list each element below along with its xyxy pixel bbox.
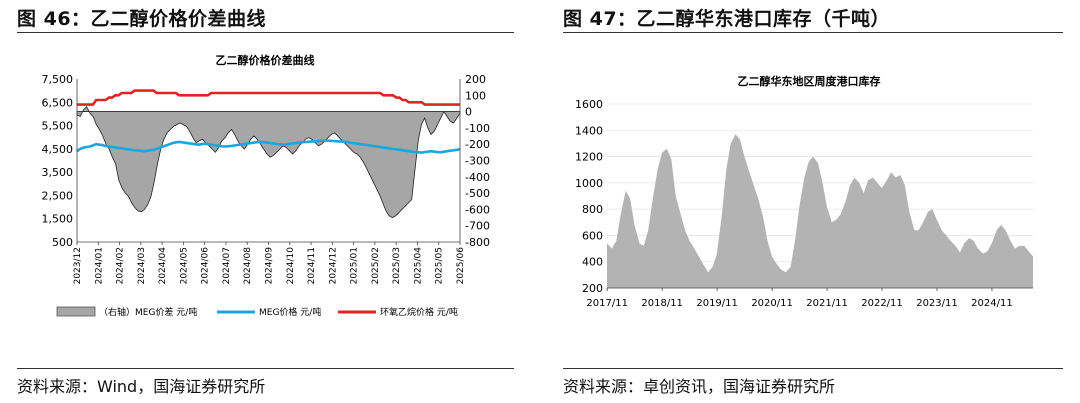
x-tick-label: 2022/11 xyxy=(861,298,903,309)
x-tick-label: 2019/11 xyxy=(696,298,738,309)
chart-2-title: 乙二醇华东地区周度港口库存 xyxy=(738,74,881,88)
source-rule-left xyxy=(17,368,514,369)
x-tick-label: 2024/09 xyxy=(265,247,275,285)
inventory-area-series xyxy=(607,134,1033,288)
x-tick-label: 2023/12 xyxy=(73,247,83,284)
x-tick-label: 2024/06 xyxy=(201,247,211,285)
x-tick-label: 2021/11 xyxy=(806,298,848,309)
y-left-tick-label: 4,500 xyxy=(42,143,74,156)
y-tick-label: 1200 xyxy=(575,151,603,164)
y-tick-label: 400 xyxy=(582,256,603,269)
x-tick-label: 2024/08 xyxy=(243,247,253,285)
x-tick-label: 2025/06 xyxy=(456,247,466,285)
legend-spread-label: （右轴）MEG价差 元/吨 xyxy=(99,306,197,318)
x-tick-label: 2024/02 xyxy=(116,247,126,284)
y-tick-label: 1400 xyxy=(575,124,603,137)
y-right-tick-label: 0 xyxy=(465,106,472,119)
eo-price-line xyxy=(77,89,460,106)
x-tick-label: 2023/11 xyxy=(916,298,958,309)
y-tick-label: 800 xyxy=(582,203,603,216)
meg-price-spread-chart: 乙二醇价格价差曲线 7,500 6,500 5,500 4,500 3,500 2,500… xyxy=(42,53,490,318)
x-tick-label: 2024/04 xyxy=(158,247,168,285)
y-left-tick-label: 5,500 xyxy=(42,120,74,133)
title-rule-left xyxy=(17,32,514,33)
y-left-tick-label: 1,500 xyxy=(42,213,74,226)
x-tick-label: 2025/02 xyxy=(371,247,381,284)
legend-eo-label: 环氧乙烷价格 元/吨 xyxy=(380,306,458,318)
y-right-tick-label: -200 xyxy=(465,138,490,151)
meg-price-line xyxy=(76,139,461,154)
x-tick-label: 2024/11 xyxy=(307,247,317,284)
x-tick-label: 2024/05 xyxy=(179,247,189,284)
y-left-tick-label: 500 xyxy=(52,236,73,249)
y-tick-label: 1600 xyxy=(575,98,603,111)
x-tick-label: 2017/11 xyxy=(586,298,628,309)
x-tick-label: 2025/01 xyxy=(350,247,360,284)
chart-1-title: 乙二醇价格价差曲线 xyxy=(216,53,315,67)
y-right-tick-label: -400 xyxy=(465,171,490,184)
x-tick-label: 2025/03 xyxy=(392,247,402,284)
x-tick-label: 2024/11 xyxy=(971,298,1013,309)
y-left-tick-label: 3,500 xyxy=(42,166,74,179)
source-rule-right xyxy=(563,368,1063,369)
y-left-tick-label: 6,500 xyxy=(42,96,74,109)
y-tick-label: 1000 xyxy=(575,177,603,190)
figure-47-title: 图 47：乙二醇华东港口库存（千吨） xyxy=(563,8,891,30)
y-right-tick-label: -300 xyxy=(465,155,490,168)
y-right-tick-label: -100 xyxy=(465,122,490,135)
y-left-tick-label: 2,500 xyxy=(42,189,74,202)
x-tick-label: 2025/04 xyxy=(413,247,423,285)
figure-47-source: 资料来源：卓创资讯，国海证券研究所 xyxy=(563,377,836,396)
y-right-tick-label: -700 xyxy=(465,220,490,233)
y-right-tick-label: -600 xyxy=(465,203,490,216)
y-tick-label: 200 xyxy=(582,282,603,295)
spread-area-series xyxy=(76,106,461,219)
x-tick-label: 2024/01 xyxy=(94,247,104,284)
y-right-tick-label: -800 xyxy=(465,236,490,249)
y-right-tick-label: 200 xyxy=(465,73,486,86)
chart-1-legend: （右轴）MEG价差 元/吨 MEG价格 元/吨 环氧乙烷价格 元/吨 xyxy=(56,306,458,318)
y-left-tick-label: 7,500 xyxy=(42,73,74,86)
meg-port-inventory-chart: 乙二醇华东地区周度港口库存 1600 1400 1200 1000 800 600 400 2… xyxy=(575,74,1033,309)
figure-46-title: 图 46：乙二醇价格价差曲线 xyxy=(17,8,267,30)
x-tick-label: 2020/11 xyxy=(751,298,793,309)
y-tick-label: 600 xyxy=(582,229,603,242)
figure-46-source: 资料来源：Wind，国海证券研究所 xyxy=(17,377,266,396)
title-rule-right xyxy=(563,32,1063,33)
x-tick-label: 2024/12 xyxy=(328,247,338,284)
legend-spread-swatch xyxy=(56,306,96,317)
x-tick-label: 2025/05 xyxy=(435,247,445,284)
x-tick-label: 2024/10 xyxy=(286,247,296,285)
x-tick-label: 2018/11 xyxy=(641,298,683,309)
x-tick-label: 2024/03 xyxy=(137,247,147,284)
y-right-tick-label: 100 xyxy=(465,89,486,102)
legend-meg-label: MEG价格 元/吨 xyxy=(259,306,321,318)
y-right-tick-label: -500 xyxy=(465,187,490,200)
x-tick-label: 2024/07 xyxy=(222,247,232,284)
